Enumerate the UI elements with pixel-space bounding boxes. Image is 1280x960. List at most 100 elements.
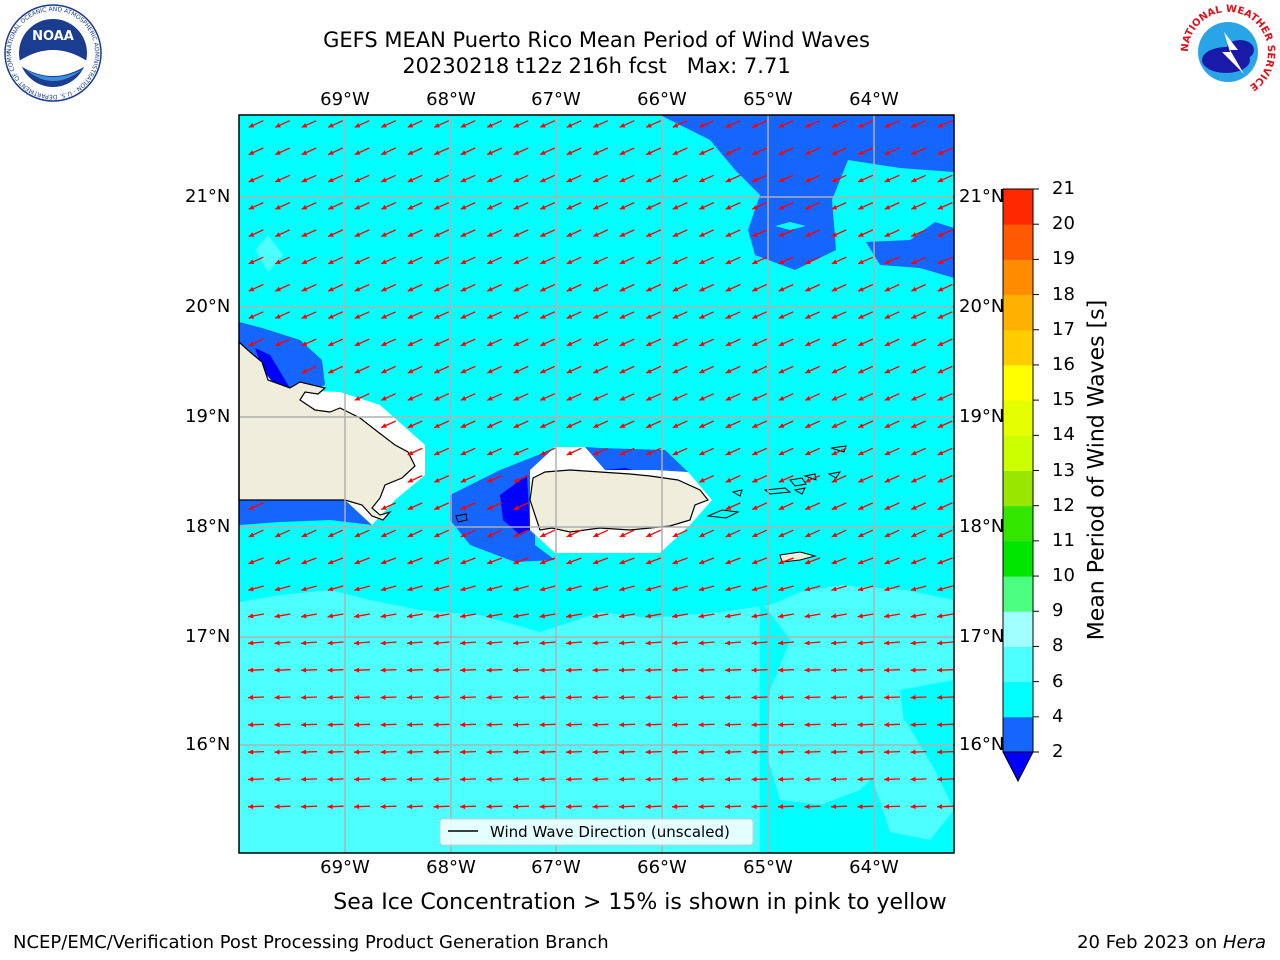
wind-arrow-head bbox=[725, 314, 732, 319]
wind-arrow-head bbox=[619, 423, 626, 428]
wind-arrow-head bbox=[301, 259, 308, 264]
footer-credit: NCEP/EMC/Verification Post Processing Pr… bbox=[13, 932, 609, 953]
wind-arrow-head bbox=[645, 722, 651, 728]
wind-arrow-head bbox=[274, 694, 280, 700]
wind-arrow-head bbox=[725, 177, 732, 183]
wind-arrow-head bbox=[380, 640, 386, 646]
wind-arrow-head bbox=[672, 423, 679, 428]
wind-arrow-head bbox=[540, 532, 546, 537]
wind-arrow-head bbox=[487, 123, 493, 128]
wind-arrow-head bbox=[911, 423, 917, 428]
wind-arrow-head bbox=[539, 776, 545, 782]
wind-arrow-head bbox=[301, 586, 307, 592]
wind-arrow-head bbox=[301, 232, 308, 237]
wind-arrow-head bbox=[831, 776, 837, 782]
wind-arrow-head bbox=[752, 423, 758, 428]
wind-arrow-head bbox=[460, 423, 467, 428]
wind-arrow-head bbox=[301, 150, 308, 155]
colorbar-tick-label: 4 bbox=[1052, 705, 1064, 727]
wind-arrow-head bbox=[460, 286, 467, 292]
wind-arrow-head bbox=[646, 286, 652, 292]
wind-arrow-head bbox=[937, 776, 943, 782]
wind-arrow-head bbox=[407, 177, 414, 183]
wind-arrow-head bbox=[884, 204, 891, 210]
wind-arrow-head bbox=[487, 259, 493, 264]
wind-arrow-head bbox=[699, 314, 705, 319]
wind-arrow-head bbox=[699, 477, 705, 483]
wind-arrow-head bbox=[937, 477, 944, 483]
lon-label-bottom: 66°W bbox=[637, 857, 687, 878]
wind-arrow-head bbox=[725, 232, 732, 237]
wind-arrow-head bbox=[460, 368, 467, 374]
wind-arrow-head bbox=[327, 586, 334, 592]
wind-arrow-head bbox=[381, 259, 387, 264]
field-2-4-north bbox=[660, 115, 954, 270]
wind-arrow-head bbox=[725, 368, 732, 374]
wind-arrow-head bbox=[248, 505, 255, 510]
map-panel: Wind Wave Direction (unscaled) bbox=[238, 114, 955, 854]
wind-arrow-head bbox=[566, 314, 573, 319]
wind-arrow-head bbox=[434, 286, 440, 292]
wind-arrow-head bbox=[486, 613, 492, 619]
wind-arrow-head bbox=[619, 667, 625, 673]
wind-arrow-head bbox=[539, 804, 545, 810]
wind-arrow-head bbox=[857, 776, 863, 782]
wind-arrow-head bbox=[566, 204, 573, 210]
wind-arrow-head bbox=[698, 749, 704, 755]
wind-arrow-head bbox=[884, 640, 890, 646]
wind-arrow-head bbox=[460, 477, 467, 483]
wind-arrow-head bbox=[751, 613, 757, 619]
wind-arrow-head bbox=[619, 586, 625, 592]
wind-arrow-head bbox=[275, 559, 281, 565]
wind-arrow-head bbox=[831, 804, 837, 810]
wind-arrow-head bbox=[645, 586, 652, 592]
wind-arrow-head bbox=[540, 232, 546, 237]
wind-arrow-head bbox=[513, 477, 520, 483]
wind-arrow-head bbox=[699, 232, 705, 237]
wind-arrow-head bbox=[354, 396, 361, 401]
wind-arrow-head bbox=[672, 532, 679, 537]
wind-arrow-head bbox=[539, 694, 545, 700]
wind-arrow-head bbox=[328, 532, 334, 537]
wind-arrow-head bbox=[434, 532, 440, 537]
wind-arrow-head bbox=[566, 640, 572, 646]
wind-arrow-head bbox=[805, 232, 811, 237]
wind-arrow-head bbox=[725, 640, 731, 646]
wind-arrow-head bbox=[301, 640, 307, 646]
lon-label-top: 67°W bbox=[531, 89, 581, 110]
footer-date: 20 Feb 2023 on Hera bbox=[1077, 932, 1266, 953]
lat-label-right: 20°N bbox=[959, 296, 1005, 317]
wind-arrow-head bbox=[354, 640, 360, 646]
wind-arrow-head bbox=[699, 450, 705, 456]
wind-arrow-head bbox=[487, 532, 493, 537]
wind-arrow-head bbox=[857, 640, 863, 646]
wind-arrow-head bbox=[884, 559, 890, 565]
wind-arrow-head bbox=[804, 722, 810, 728]
wind-arrow-head bbox=[698, 694, 704, 700]
wind-arrow-head bbox=[275, 286, 281, 292]
field-2-4-southwest bbox=[239, 500, 372, 525]
wind-arrow-head bbox=[433, 776, 439, 782]
wind-arrow-head bbox=[831, 532, 838, 537]
wind-arrow-head bbox=[857, 694, 863, 700]
wind-arrow-head bbox=[831, 505, 838, 510]
wind-arrow-head bbox=[778, 341, 785, 346]
colorbar-segment bbox=[1003, 470, 1033, 507]
wind-arrow-head bbox=[884, 341, 891, 346]
wind-arrow-head bbox=[301, 749, 307, 755]
wind-arrow-head bbox=[328, 150, 334, 155]
wind-arrow-head bbox=[857, 613, 863, 619]
wind-arrow-head bbox=[380, 749, 386, 755]
wind-arrow-head bbox=[831, 423, 838, 428]
wind-arrow-head bbox=[672, 232, 679, 237]
wind-arrow-head bbox=[460, 232, 467, 237]
wind-arrow-head bbox=[910, 694, 916, 700]
wind-arrow-head bbox=[805, 341, 811, 346]
lat-label-left: 19°N bbox=[185, 406, 231, 427]
wind-arrow-head bbox=[646, 368, 652, 374]
wind-arrow-head bbox=[884, 368, 891, 374]
wind-arrow-head bbox=[937, 804, 943, 810]
wind-arrow-head bbox=[911, 532, 917, 537]
wind-arrow-head bbox=[778, 776, 784, 782]
wind-arrow-head bbox=[752, 177, 758, 183]
